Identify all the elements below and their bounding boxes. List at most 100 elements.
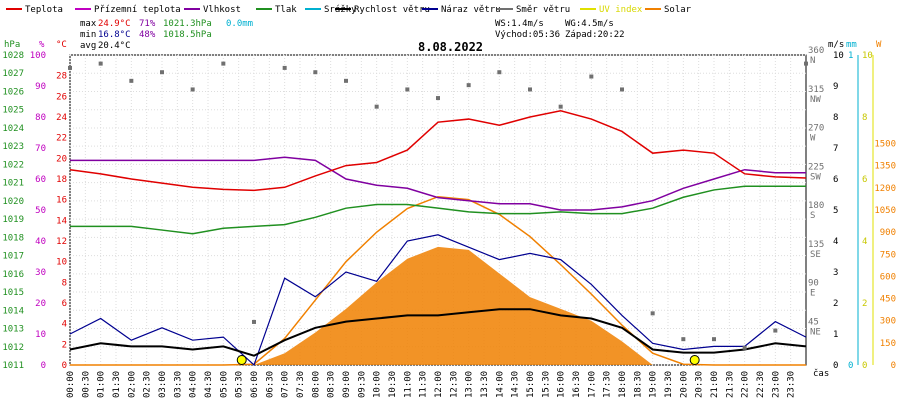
w-tick-label: 150 xyxy=(880,339,896,349)
wind-direction-point xyxy=(528,87,532,92)
wind-direction-point xyxy=(313,70,318,75)
time-tick-label: 16:00 xyxy=(557,371,567,398)
time-tick-label: 15:30 xyxy=(541,371,551,398)
degc-tick-label: 2 xyxy=(62,340,67,350)
wind-direction-point xyxy=(129,78,134,83)
hpa-tick-label: 1012 xyxy=(2,343,24,353)
time-tick-label: 11:00 xyxy=(403,371,413,398)
degc-tick-label: 12 xyxy=(56,237,67,247)
direction-tick-value: 315 xyxy=(808,85,824,95)
degc-tick-label: 6 xyxy=(62,299,67,309)
stats-avg-temp: 20.4°C xyxy=(98,41,131,51)
direction-tick-compass: NW xyxy=(810,95,821,105)
direction-tick-compass: SW xyxy=(810,172,821,182)
stats-min-label: min xyxy=(80,30,96,40)
degc-tick-label: 4 xyxy=(62,320,67,330)
degc-tick-label: 8 xyxy=(62,278,67,288)
sun-marker-icon xyxy=(236,355,247,365)
hpa-tick-label: 1014 xyxy=(2,306,24,316)
wind-direction-point xyxy=(282,65,287,70)
pct-axis-label: % xyxy=(39,40,45,50)
degc-tick-label: 0 xyxy=(62,361,67,371)
time-tick-label: 10:00 xyxy=(373,371,383,398)
time-tick-label: 11:30 xyxy=(419,371,429,398)
degc-tick-label: 16 xyxy=(56,196,67,206)
degc-tick-label: 28 xyxy=(56,72,67,82)
ms-tick-label: 2 xyxy=(833,299,838,309)
time-tick-label: 21:30 xyxy=(725,371,735,398)
stats-max-hum: 71% xyxy=(139,19,156,29)
mm-axis-label: mm xyxy=(846,40,857,50)
time-tick-label: 20:00 xyxy=(679,371,689,398)
wind-direction-points xyxy=(68,61,808,350)
time-tick-label: 10:30 xyxy=(388,371,398,398)
sunset-time: Západ:20:22 xyxy=(565,30,625,40)
solar-clear-sky-line xyxy=(70,195,806,366)
time-tick-label: 06:00 xyxy=(250,371,260,398)
w-axis-label: W xyxy=(876,40,882,50)
hpa-axis-label: hPa xyxy=(4,40,20,50)
hpa-tick-label: 1022 xyxy=(2,160,24,170)
uv-tick-label: 4 xyxy=(862,237,867,247)
time-tick-label: 23:30 xyxy=(787,371,797,398)
stats-max-label: max xyxy=(80,19,97,29)
direction-tick-value: 180 xyxy=(808,201,824,211)
time-tick-label: 20:30 xyxy=(695,371,705,398)
time-tick-label: 19:30 xyxy=(664,371,674,398)
hpa-tick-label: 1023 xyxy=(2,142,24,152)
w-tick-label: 0 xyxy=(891,361,896,371)
time-tick-label: 21:00 xyxy=(710,371,720,398)
w-tick-label: 750 xyxy=(880,250,896,260)
uv-tick-label: 6 xyxy=(862,175,867,185)
time-tick-label: 22:00 xyxy=(741,371,751,398)
direction-tick-compass: NE xyxy=(810,327,821,337)
legend-label-uv: UV index xyxy=(599,5,643,15)
direction-tick-value: 90 xyxy=(808,279,819,289)
time-tick-label: 17:30 xyxy=(603,371,613,398)
hpa-tick-label: 1013 xyxy=(2,325,24,335)
time-tick-label: 14:30 xyxy=(511,371,521,398)
hpa-tick-label: 1019 xyxy=(2,215,24,225)
degc-tick-label: 24 xyxy=(56,113,67,123)
legend-label-tlak: Tlak xyxy=(275,5,297,15)
w-tick-label: 1200 xyxy=(874,184,896,194)
pct-tick-label: 0 xyxy=(41,361,46,371)
wind-direction-point xyxy=(620,87,624,92)
time-tick-label: 12:30 xyxy=(449,371,459,398)
temperature-line xyxy=(69,110,807,192)
legend-label-vlhkost: Vlhkost xyxy=(203,5,241,15)
wind-gust-line xyxy=(69,234,807,367)
direction-tick-value: 45 xyxy=(808,317,819,327)
direction-tick-compass: N xyxy=(810,56,815,66)
ms-tick-label: 6 xyxy=(833,175,838,185)
ms-tick-label: 3 xyxy=(833,268,838,278)
wind-ws: WS:1.4m/s xyxy=(495,19,544,29)
pressure-line xyxy=(70,185,806,235)
time-tick-label: 18:30 xyxy=(633,371,643,398)
direction-tick-compass: SE xyxy=(810,250,821,260)
pct-tick-label: 30 xyxy=(35,268,46,278)
time-tick-label: 15:00 xyxy=(526,371,536,398)
time-tick-label: 05:30 xyxy=(235,371,245,398)
hpa-tick-label: 1018 xyxy=(2,233,24,243)
time-axis-label: čas xyxy=(813,368,829,379)
ms-tick-label: 1 xyxy=(833,330,838,340)
degc-axis-label: °C xyxy=(56,40,67,50)
time-tick-label: 09:30 xyxy=(357,371,367,398)
degc-tick-label: 14 xyxy=(56,216,67,226)
ms-tick-label: 5 xyxy=(833,206,838,216)
direction-tick-value: 270 xyxy=(808,124,824,134)
direction-tick-value: 135 xyxy=(808,240,824,250)
pct-tick-label: 50 xyxy=(35,206,46,216)
legend-label-prizemni: Přízemní teplota xyxy=(94,5,181,15)
direction-tick-value: 225 xyxy=(808,162,824,172)
time-tick-label: 08:00 xyxy=(311,371,321,398)
wind-direction-point xyxy=(650,311,655,316)
time-tick-label: 09:00 xyxy=(342,371,352,398)
time-tick-label: 04:30 xyxy=(204,371,214,398)
time-tick-label: 08:30 xyxy=(327,371,337,398)
time-tick-label: 17:00 xyxy=(587,371,597,398)
wind-direction-point xyxy=(497,70,502,75)
wind-info: WS:1.4m/s WG:4.5m/s Východ:05:36 Západ:2… xyxy=(495,19,625,40)
pct-tick-label: 40 xyxy=(35,237,46,247)
